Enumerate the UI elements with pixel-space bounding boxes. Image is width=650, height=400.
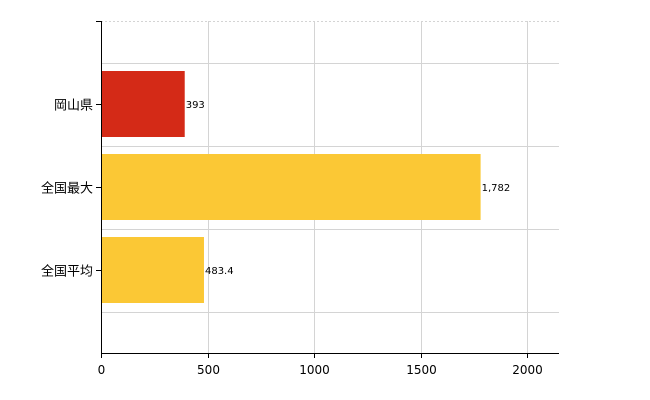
category-label: 全国最大 [41, 181, 93, 197]
x-tick-label: 1500 [406, 363, 437, 377]
data-label: 1,782 [482, 183, 511, 194]
bar [101, 237, 204, 303]
bar [101, 71, 185, 137]
axes [96, 21, 559, 358]
data-label: 483.4 [205, 266, 234, 277]
bars [101, 71, 481, 303]
bar [101, 154, 481, 220]
x-tick-label: 0 [98, 363, 106, 377]
x-tick-label: 500 [197, 363, 220, 377]
category-label: 全国平均 [41, 264, 93, 280]
x-tick-label: 1000 [299, 363, 330, 377]
category-label: 岡山県 [54, 99, 93, 114]
data-label: 393 [186, 100, 205, 111]
x-tick-label: 2000 [512, 363, 543, 377]
